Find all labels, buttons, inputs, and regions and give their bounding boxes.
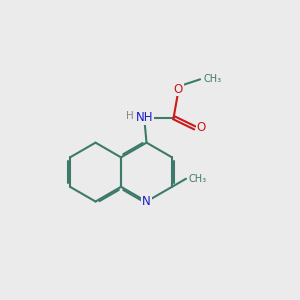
Text: H: H	[126, 111, 134, 121]
Text: O: O	[173, 82, 183, 95]
Text: CH₃: CH₃	[203, 74, 221, 84]
Text: NH: NH	[135, 111, 153, 124]
Text: CH₃: CH₃	[188, 174, 206, 184]
Text: O: O	[197, 122, 206, 134]
Text: N: N	[142, 195, 151, 208]
